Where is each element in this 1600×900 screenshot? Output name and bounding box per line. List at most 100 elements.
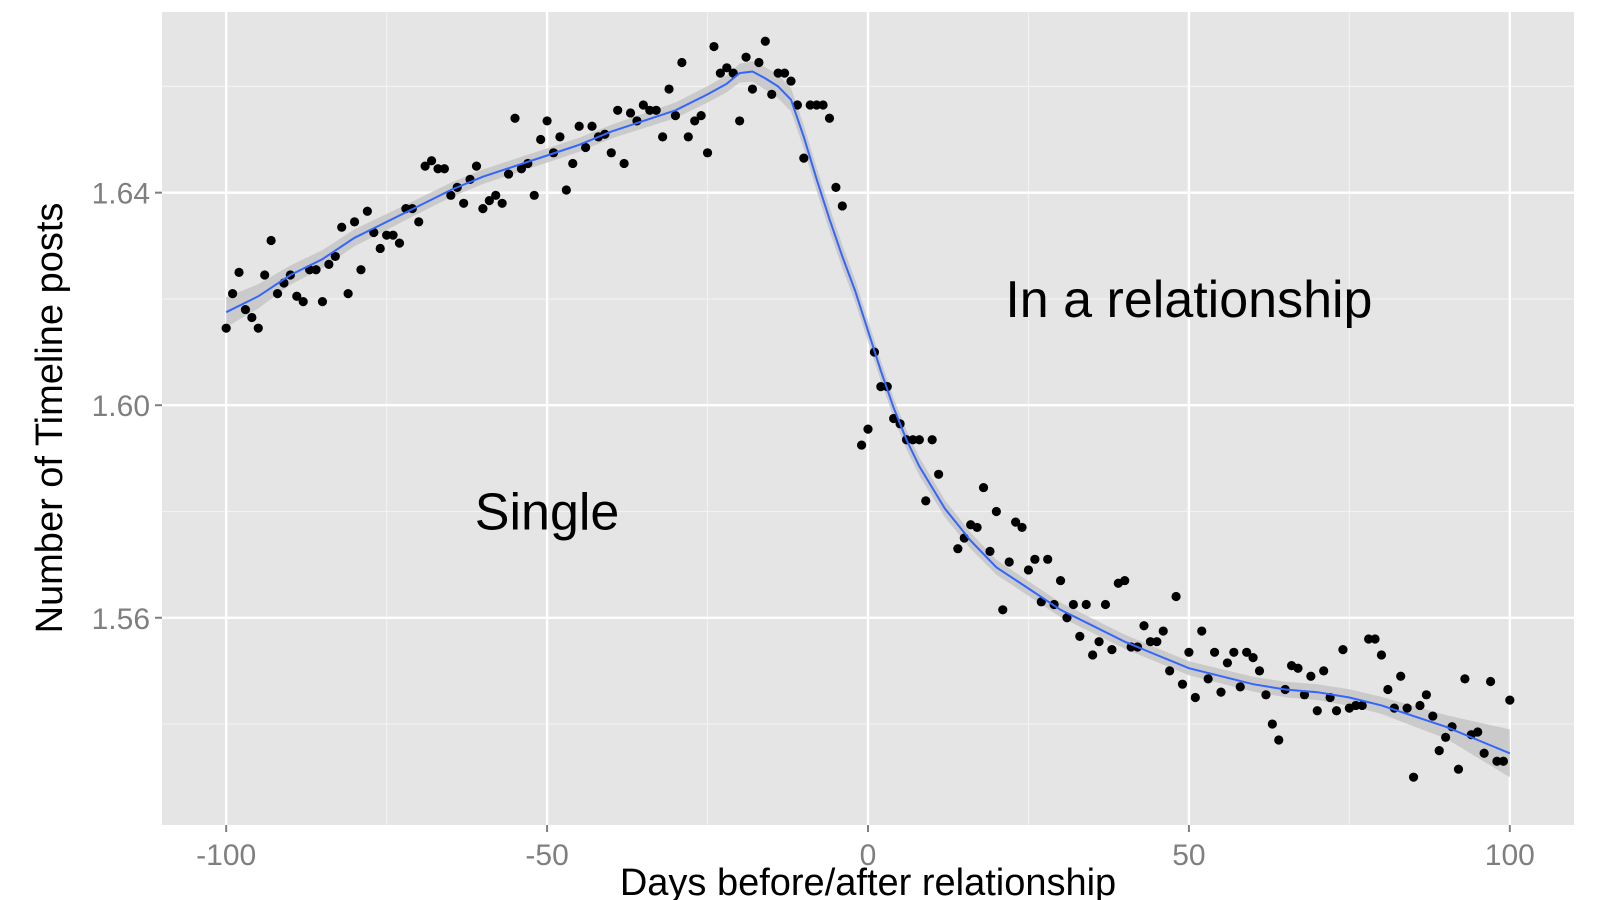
data-point	[497, 198, 507, 208]
data-point	[1145, 637, 1155, 647]
data-point	[484, 196, 494, 206]
data-point	[1190, 692, 1200, 703]
data-point	[420, 161, 430, 171]
x-axis-ticks: -100 -50 0 50 100	[196, 825, 1535, 872]
data-point	[1364, 634, 1374, 644]
y-tick-label: 1.64	[92, 178, 150, 211]
data-point	[1030, 554, 1040, 564]
data-point	[1229, 647, 1239, 657]
data-points	[221, 36, 1515, 782]
data-point	[786, 76, 796, 86]
data-point	[741, 52, 751, 62]
data-point	[683, 132, 693, 142]
data-point	[837, 201, 847, 211]
data-point	[1485, 676, 1496, 687]
data-point	[991, 506, 1001, 517]
data-point	[1479, 748, 1489, 758]
data-point	[1017, 522, 1027, 533]
data-point	[702, 148, 713, 158]
data-point	[818, 100, 828, 110]
data-point	[536, 134, 546, 145]
data-point	[337, 222, 347, 232]
data-point	[234, 267, 244, 277]
data-point	[471, 161, 482, 171]
data-point	[240, 304, 251, 315]
data-point	[1441, 732, 1451, 742]
data-point	[754, 57, 764, 68]
data-point	[1100, 599, 1111, 610]
data-point	[1139, 621, 1149, 631]
data-point	[330, 251, 340, 262]
data-point	[658, 132, 668, 142]
data-point	[953, 544, 963, 554]
data-point	[1498, 756, 1508, 766]
data-point	[266, 235, 276, 246]
data-point	[625, 108, 636, 118]
data-point	[914, 435, 924, 445]
annotation-label: In a relationship	[1005, 271, 1372, 329]
data-point	[1043, 554, 1053, 564]
data-point	[735, 116, 745, 126]
data-point	[349, 217, 360, 227]
data-point	[555, 132, 565, 142]
data-point	[375, 243, 385, 254]
data-point	[568, 158, 578, 169]
data-point	[856, 440, 867, 450]
y-tick-label: 1.60	[92, 390, 150, 423]
data-point	[985, 546, 995, 556]
data-point	[1235, 682, 1245, 692]
data-point	[1197, 626, 1207, 636]
data-point	[298, 296, 308, 307]
data-point	[426, 156, 437, 166]
data-point	[1216, 687, 1226, 697]
data-point	[382, 230, 392, 240]
data-point	[317, 296, 328, 307]
data-point	[394, 238, 405, 248]
data-point	[972, 522, 982, 533]
data-point	[619, 158, 629, 169]
data-point	[709, 41, 719, 52]
data-point	[1293, 663, 1303, 673]
data-point	[934, 469, 944, 479]
data-point	[908, 435, 918, 445]
data-point	[670, 111, 681, 121]
data-point	[1209, 647, 1220, 657]
data-point	[1383, 684, 1393, 695]
data-point	[221, 323, 231, 333]
data-point	[1094, 637, 1104, 647]
data-point	[1222, 658, 1233, 668]
data-point	[343, 289, 353, 299]
data-point	[1319, 666, 1329, 676]
data-point	[792, 100, 803, 110]
data-point	[1068, 599, 1078, 610]
data-point	[362, 206, 372, 216]
x-tick-label: -50	[525, 839, 568, 872]
major-gridlines	[162, 12, 1574, 825]
data-point	[414, 217, 424, 227]
data-point	[645, 105, 655, 115]
data-point	[1261, 690, 1271, 700]
data-point	[1408, 772, 1419, 782]
data-point	[799, 153, 809, 163]
data-point	[1402, 703, 1412, 713]
y-tick-label: 1.56	[92, 603, 150, 636]
data-point	[779, 68, 790, 78]
data-point	[831, 182, 841, 192]
data-point	[805, 100, 815, 110]
data-point	[1171, 591, 1181, 602]
smooth-trend-line	[225, 70, 1511, 755]
data-point	[1473, 727, 1483, 737]
x-tick-label: 0	[860, 839, 877, 872]
data-point	[1011, 517, 1021, 527]
data-point	[228, 289, 238, 299]
data-point	[927, 435, 937, 445]
data-point	[1004, 557, 1014, 567]
data-point	[1357, 700, 1367, 711]
data-point	[1152, 637, 1162, 647]
x-tick-label: 100	[1485, 839, 1535, 872]
data-point	[824, 113, 835, 123]
data-point	[1312, 706, 1322, 716]
data-point	[260, 270, 270, 280]
y-axis-ticks: 1.56 1.60 1.64	[92, 178, 162, 636]
